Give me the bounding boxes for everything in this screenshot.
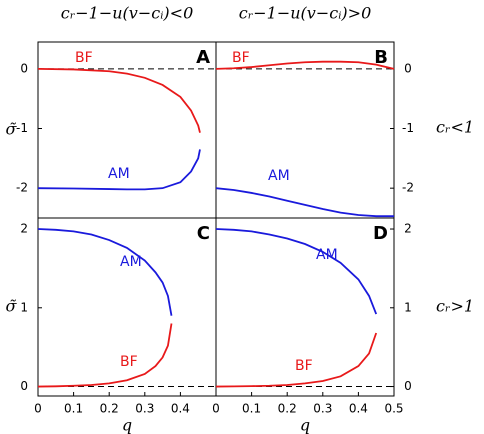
x-tick-label: 0.2 bbox=[100, 402, 119, 416]
y-tick-label: 1 bbox=[404, 300, 412, 314]
y-tick-label: 0 bbox=[20, 379, 28, 393]
y-tick-label: 2 bbox=[20, 222, 28, 236]
panel-letter: C bbox=[197, 223, 210, 244]
y-tick-label: 1 bbox=[20, 300, 28, 314]
curve-label: BF bbox=[232, 50, 250, 66]
y-tick-label: 0 bbox=[20, 61, 28, 75]
panel-letter: D bbox=[373, 223, 388, 244]
curve bbox=[37, 149, 201, 191]
curve bbox=[37, 228, 173, 316]
x-tick-label: 0.4 bbox=[171, 402, 190, 416]
panel-frame bbox=[215, 217, 395, 397]
curve-label: BF bbox=[75, 50, 93, 66]
curve-label: BF bbox=[120, 354, 138, 370]
panel-letter: B bbox=[374, 47, 388, 68]
y-tick-label: -1 bbox=[16, 121, 28, 135]
x-tick-label: 0.5 bbox=[384, 402, 403, 416]
curve bbox=[215, 332, 378, 388]
curve-label: AM bbox=[108, 166, 130, 182]
x-tick-label: 0.4 bbox=[349, 402, 368, 416]
y-tick-label: 0 bbox=[404, 61, 412, 75]
x-axis-label: q bbox=[122, 416, 132, 434]
column-title: cᵣ−1−u(v−cᵢ)<0 bbox=[61, 4, 194, 23]
curve bbox=[37, 67, 201, 133]
y-tick-label: 0 bbox=[404, 379, 412, 393]
curve-label: AM bbox=[268, 168, 290, 184]
y-axis-label: σ̃ bbox=[6, 297, 18, 316]
curve-label: AM bbox=[120, 254, 142, 270]
curve-label: BF bbox=[295, 358, 313, 374]
curve bbox=[37, 323, 173, 388]
panel-letter: A bbox=[196, 47, 210, 68]
x-tick-label: 0.1 bbox=[242, 402, 261, 416]
curve-label: AM bbox=[316, 247, 338, 263]
row-title: cᵣ>1 bbox=[436, 297, 474, 316]
curve bbox=[215, 228, 378, 315]
y-tick-label: -1 bbox=[402, 121, 414, 135]
x-tick-label: 0.1 bbox=[64, 402, 83, 416]
x-axis-label: q bbox=[300, 416, 310, 434]
curve bbox=[215, 60, 395, 70]
x-tick-label: 0.3 bbox=[135, 402, 154, 416]
row-title: cᵣ<1 bbox=[436, 118, 474, 137]
curve bbox=[215, 187, 394, 218]
x-tick-label: 0.3 bbox=[313, 402, 332, 416]
x-tick-label: 0 bbox=[212, 402, 220, 416]
y-tick-label: 2 bbox=[404, 222, 412, 236]
x-tick-label: 0.2 bbox=[278, 402, 297, 416]
x-tick-label: 0 bbox=[34, 402, 42, 416]
y-tick-label: -2 bbox=[16, 181, 28, 195]
column-title: cᵣ−1−u(v−cᵢ)>0 bbox=[239, 4, 372, 23]
y-axis-label: σ̃ bbox=[6, 120, 18, 139]
y-tick-label: -2 bbox=[402, 181, 414, 195]
